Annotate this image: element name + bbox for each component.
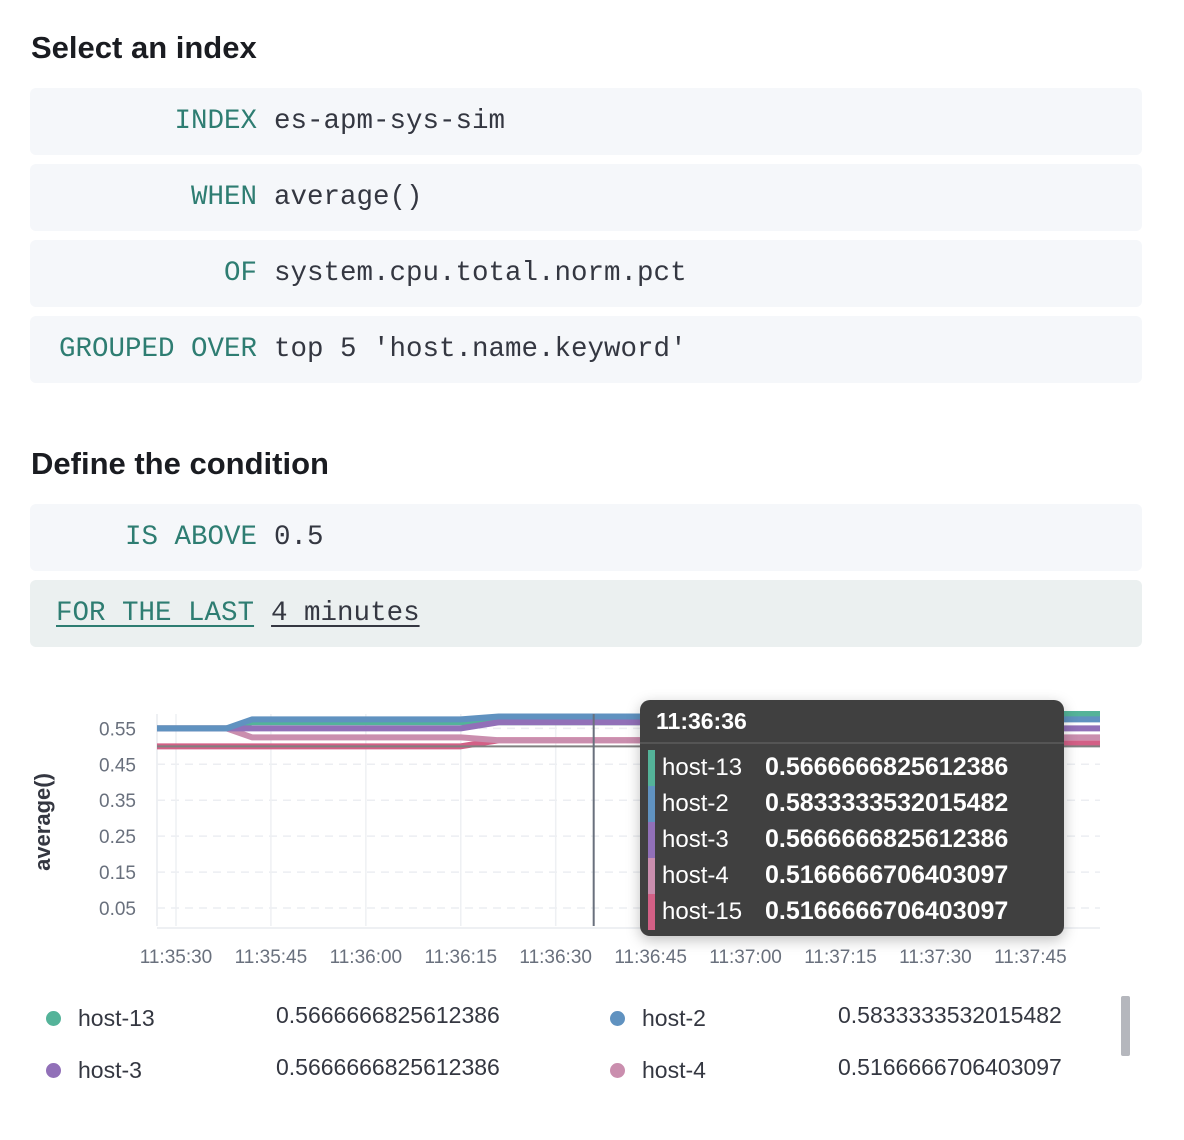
legend-value: 0.5666666825612386 <box>276 1002 500 1028</box>
legend-value: 0.5166666706403097 <box>838 1054 1062 1080</box>
legend-name: host-4 <box>642 1057 706 1083</box>
legend-value: 0.5666666825612386 <box>276 1054 500 1080</box>
of-value[interactable]: system.cpu.total.norm.pct <box>274 258 687 289</box>
tooltip-series-value: 0.5833333532015482 <box>765 789 1009 817</box>
x-tick-label: 11:37:30 <box>899 947 972 968</box>
threshold-value[interactable]: 0.5 <box>274 522 324 553</box>
index-keyword: INDEX <box>174 106 257 137</box>
tooltip-series-value: 0.5166666706403097 <box>765 861 1009 889</box>
tooltip-row: host-3 0.5666666825612386 <box>648 822 1058 858</box>
y-tick-label: 0.15 <box>99 863 136 884</box>
when-keyword: WHEN <box>190 182 257 213</box>
x-tick-label: 11:36:15 <box>425 947 498 968</box>
legend-dot-icon <box>46 1011 61 1026</box>
x-tick-label: 11:36:00 <box>330 947 403 968</box>
when-value[interactable]: average() <box>274 182 423 213</box>
y-tick-label: 0.45 <box>99 755 136 776</box>
select-index-heading: Select an index <box>31 30 257 65</box>
tooltip-row: host-2 0.5833333532015482 <box>648 786 1058 822</box>
tooltip-series-value: 0.5166666706403097 <box>765 897 1009 925</box>
y-tick-label: 0.25 <box>99 827 136 848</box>
tooltip-color-bar <box>648 858 655 894</box>
legend-name: host-2 <box>642 1005 706 1031</box>
tooltip-time: 11:36:36 <box>656 708 747 734</box>
tooltip-color-bar <box>648 894 655 930</box>
tooltip-series-name: host-4 <box>662 862 729 889</box>
tooltip-row: host-4 0.5166666706403097 <box>648 858 1058 894</box>
legend-item-host-4[interactable]: host-4 <box>610 1057 810 1085</box>
index-row[interactable]: INDEX es-apm-sys-sim <box>30 88 1142 155</box>
tooltip-series-value: 0.5666666825612386 <box>765 825 1009 853</box>
legend-item-host-2[interactable]: host-2 <box>610 1005 810 1033</box>
x-tick-label: 11:36:30 <box>519 947 592 968</box>
x-tick-label: 11:35:45 <box>235 947 308 968</box>
is-above-keyword: IS ABOVE <box>124 522 257 553</box>
grouped-over-value[interactable]: top 5 'host.name.keyword' <box>274 334 687 365</box>
chart-tooltip: 11:36:36 host-13 0.5666666825612386 host-2… <box>640 700 1064 936</box>
y-tick-label: 0.35 <box>99 791 136 812</box>
x-axis-ticks: 11:35:30 11:35:45 11:36:00 11:36:15 11:36:30… <box>140 947 1067 968</box>
tooltip-series-name: host-3 <box>662 826 729 853</box>
legend-name: host-3 <box>78 1057 142 1083</box>
tooltip-divider <box>640 742 1064 744</box>
grouped-over-row[interactable]: GROUPED OVER top 5 'host.name.keyword' <box>30 316 1142 383</box>
x-tick-label: 11:37:15 <box>804 947 877 968</box>
of-row[interactable]: OF system.cpu.total.norm.pct <box>30 240 1142 307</box>
tooltip-row: host-15 0.5166666706403097 <box>648 894 1058 930</box>
legend-name: host-13 <box>78 1005 155 1031</box>
x-tick-label: 11:37:00 <box>709 947 782 968</box>
tooltip-series-value: 0.5666666825612386 <box>765 753 1009 781</box>
legend-dot-icon <box>610 1063 625 1078</box>
tooltip-color-bar <box>648 750 655 786</box>
x-tick-label: 11:35:30 <box>140 947 213 968</box>
for-the-last-keyword[interactable]: FOR THE LAST <box>56 598 255 629</box>
x-tick-label: 11:36:45 <box>614 947 687 968</box>
x-tick-label: 11:37:45 <box>994 947 1067 968</box>
legend-value: 0.5833333532015482 <box>838 1002 1062 1028</box>
y-axis-ticks: 0.55 0.45 0.35 0.25 0.15 0.05 <box>99 719 136 920</box>
is-above-row[interactable]: IS ABOVE 0.5 <box>30 504 1142 571</box>
tooltip-row: host-13 0.5666666825612386 <box>648 750 1058 786</box>
y-tick-label: 0.55 <box>99 719 136 740</box>
index-value[interactable]: es-apm-sys-sim <box>274 106 506 137</box>
time-window-value[interactable]: 4 minutes <box>271 598 420 629</box>
y-axis-label: average() <box>30 773 55 871</box>
when-row[interactable]: WHEN average() <box>30 164 1142 231</box>
legend-item-host-3[interactable]: host-3 <box>46 1057 246 1085</box>
legend-item-host-13[interactable]: host-13 <box>46 1005 246 1033</box>
tooltip-series-name: host-13 <box>662 754 743 781</box>
for-the-last-row[interactable]: FOR THE LAST 4 minutes <box>30 580 1142 647</box>
tooltip-color-bar <box>648 822 655 858</box>
y-tick-label: 0.05 <box>99 899 136 920</box>
grouped-over-keyword: GROUPED OVER <box>58 334 257 365</box>
legend-scrollbar[interactable] <box>1121 996 1130 1056</box>
define-condition-heading: Define the condition <box>31 446 329 481</box>
tooltip-series-name: host-15 <box>662 898 743 925</box>
legend-dot-icon <box>610 1011 625 1026</box>
tooltip-color-bar <box>648 786 655 822</box>
of-keyword: OF <box>223 258 257 289</box>
legend-dot-icon <box>46 1063 61 1078</box>
tooltip-series-name: host-2 <box>662 790 729 817</box>
